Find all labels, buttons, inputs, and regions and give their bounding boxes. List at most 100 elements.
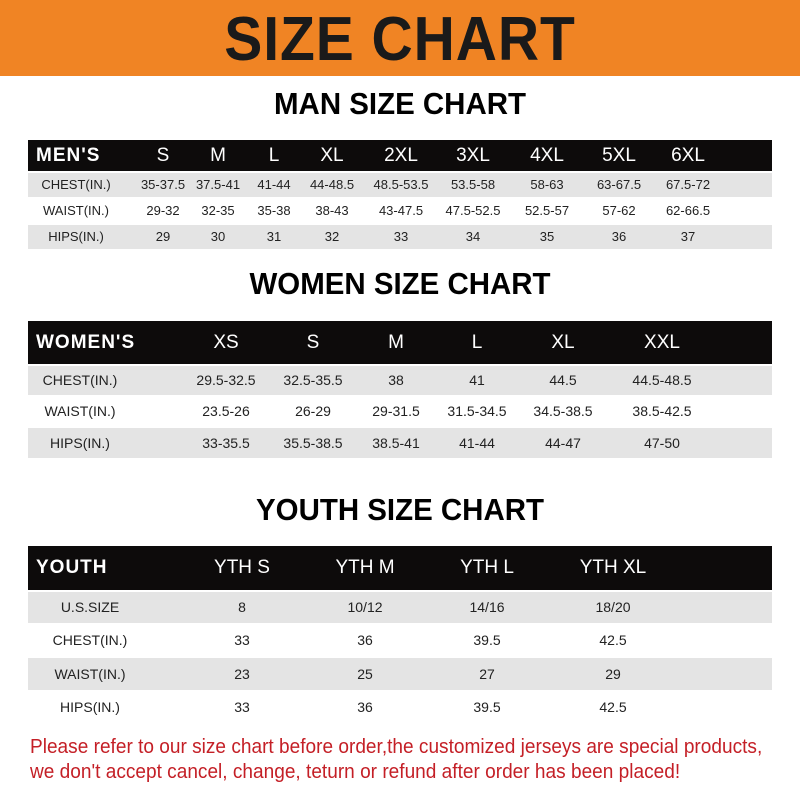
table-cell: 35.5-38.5 (283, 435, 343, 451)
table-cell: 38 (388, 372, 404, 388)
table-cell: 33 (234, 699, 250, 715)
women-section-title: WOMEN SIZE CHART (249, 266, 551, 301)
size-column-header: 5XL (602, 145, 636, 166)
table-cell: 10/12 (347, 599, 383, 615)
table-cell: 34.5-38.5 (533, 403, 593, 419)
table-cell: 39.5 (473, 632, 501, 648)
table-cell: 37.5-41 (195, 177, 241, 192)
table-cell: 62-66.5 (665, 203, 711, 218)
youth-section-title: YOUTH SIZE CHART (256, 492, 544, 527)
table-cell: 67.5-72 (665, 177, 711, 192)
order-notice-line-2: we don't accept cancel, change, teturn o… (30, 760, 681, 783)
measurement-label: CHEST(IN.) (42, 372, 118, 388)
size-column-header: YTH M (335, 557, 395, 578)
size-column-header: L (471, 332, 483, 353)
table-cell: 32-35 (201, 203, 235, 218)
table-row: HIPS(IN.) 29 30 31 32 33 34 35 36 37 (28, 225, 772, 249)
table-corner-label: MEN'S (36, 145, 101, 166)
table-cell: 53.5-58 (450, 177, 496, 192)
table-row: WAIST(IN.) 29-32 32-35 35-38 38-43 43-47.5 47.… (28, 199, 772, 223)
table-cell: 39.5 (473, 699, 501, 715)
table-cell: 63-67.5 (596, 177, 642, 192)
table-cell: 33-35.5 (202, 435, 250, 451)
men-size-table: MEN'S S M L XL 2XL 3XL 4XL 5XL 6XL CHEST(IN.) 35-37… (28, 140, 772, 249)
table-cell: 25 (357, 666, 373, 682)
table-cell: 30 (210, 229, 226, 244)
table-cell: 41-44 (459, 435, 495, 451)
size-column-header: 2XL (384, 145, 418, 166)
women-size-table: WOMEN'S XS S M L XL XXL CHEST(IN.) 29.5-32.5 32.5… (28, 321, 772, 458)
table-cell: 31 (266, 229, 282, 244)
table-cell: 48.5-53.5 (373, 177, 429, 192)
table-cell: 41 (469, 372, 485, 388)
size-column-header: 6XL (671, 145, 705, 166)
table-row: CHEST(IN.) 33 36 39.5 42.5 (28, 625, 772, 656)
table-cell: 29-31.5 (372, 403, 420, 419)
table-cell: 23.5-26 (202, 403, 250, 419)
table-row: CHEST(IN.) 35-37.5 37.5-41 41-44 44-48.5 48.5… (28, 173, 772, 197)
table-cell: 33 (234, 632, 250, 648)
size-column-header: XXL (644, 332, 680, 353)
table-cell: 8 (238, 599, 246, 615)
women-header-row: WOMEN'S XS S M L XL XXL (28, 321, 772, 364)
size-column-header: S (306, 332, 320, 353)
table-cell: 23 (234, 666, 250, 682)
size-column-header: XS (213, 332, 239, 353)
table-row: CHEST(IN.) 29.5-32.5 32.5-35.5 38 41 44.5 44.5… (28, 366, 772, 395)
title-banner: SIZE CHART (0, 0, 800, 76)
table-row: WAIST(IN.) 23.5-26 26-29 29-31.5 31.5-34.5 34… (28, 397, 772, 426)
table-cell: 36 (357, 699, 373, 715)
table-cell: 43-47.5 (378, 203, 424, 218)
table-cell: 26-29 (295, 403, 331, 419)
table-cell: 35-38 (257, 203, 291, 218)
table-cell: 47-50 (644, 435, 680, 451)
men-header-row: MEN'S S M L XL 2XL 3XL 4XL 5XL 6XL (28, 140, 772, 171)
table-cell: 52.5-57 (524, 203, 570, 218)
size-column-header: YTH S (214, 557, 270, 578)
size-column-header: S (156, 145, 170, 166)
measurement-label: HIPS(IN.) (50, 435, 110, 451)
table-row: HIPS(IN.) 33 36 39.5 42.5 (28, 692, 772, 723)
measurement-label: HIPS(IN.) (60, 699, 120, 715)
size-column-header: XL (320, 145, 344, 166)
table-cell: 29 (155, 229, 171, 244)
measurement-label: U.S.SIZE (60, 599, 120, 615)
measurement-label: WAIST(IN.) (54, 666, 126, 682)
men-section-title: MAN SIZE CHART (274, 86, 526, 121)
table-cell: 44-48.5 (309, 177, 355, 192)
table-cell: 44-47 (545, 435, 581, 451)
size-column-header: 4XL (530, 145, 564, 166)
table-cell: 36 (611, 229, 627, 244)
order-notice: Please refer to our size chart before or… (30, 734, 762, 784)
table-cell: 35 (539, 229, 555, 244)
table-cell: 57-62 (602, 203, 636, 218)
youth-header-row: YOUTH YTH S YTH M YTH L YTH XL (28, 546, 772, 590)
table-cell: 38.5-42.5 (632, 403, 692, 419)
youth-size-table: YOUTH YTH S YTH M YTH L YTH XL U.S.SIZE 8 10/12… (28, 546, 772, 723)
table-row: WAIST(IN.) 23 25 27 29 (28, 658, 772, 690)
table-cell: 47.5-52.5 (445, 203, 501, 218)
measurement-label: CHEST(IN.) (41, 177, 111, 192)
table-cell: 44.5 (549, 372, 577, 388)
table-cell: 38-43 (315, 203, 349, 218)
size-column-header: M (210, 145, 226, 166)
table-cell: 35-37.5 (140, 177, 186, 192)
table-cell: 29.5-32.5 (196, 372, 256, 388)
table-cell: 32.5-35.5 (283, 372, 343, 388)
page-title: SIZE CHART (224, 5, 576, 74)
table-cell: 42.5 (599, 699, 627, 715)
table-cell: 36 (357, 632, 373, 648)
table-cell: 44.5-48.5 (632, 372, 692, 388)
table-cell: 58-63 (530, 177, 564, 192)
table-row: HIPS(IN.) 33-35.5 35.5-38.5 38.5-41 41-44 44-… (28, 428, 772, 458)
size-column-header: M (388, 332, 404, 353)
table-cell: 31.5-34.5 (447, 403, 507, 419)
table-cell: 18/20 (595, 599, 631, 615)
table-cell: 29-32 (146, 203, 180, 218)
table-cell: 38.5-41 (372, 435, 420, 451)
table-cell: 42.5 (599, 632, 627, 648)
table-cell: 41-44 (257, 177, 291, 192)
table-row: U.S.SIZE 8 10/12 14/16 18/20 (28, 592, 772, 623)
table-cell: 33 (393, 229, 409, 244)
size-column-header: YTH L (460, 557, 514, 578)
